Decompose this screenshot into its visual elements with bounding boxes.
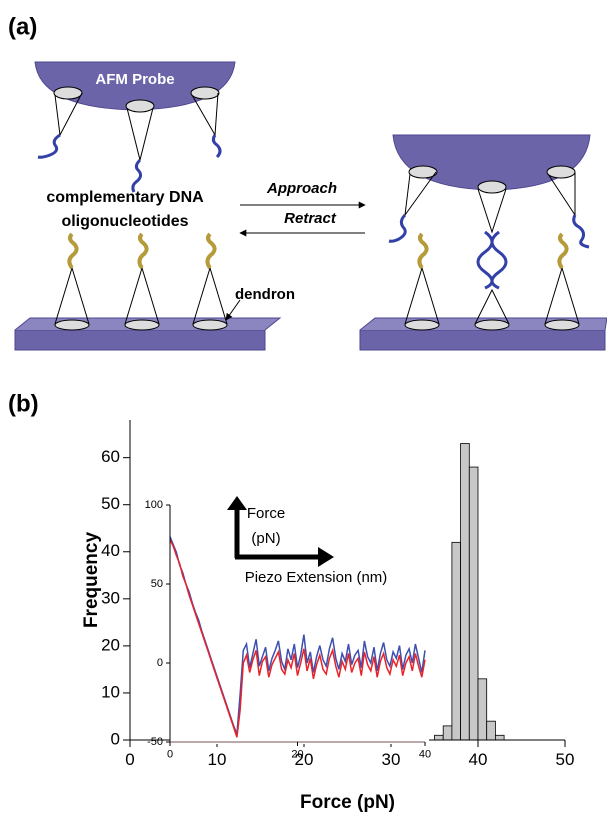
y-tick-label: 20 [101,635,120,654]
y-axis-label: Frequency [81,532,102,629]
dna-label: complementary DNA [46,189,204,206]
dendron-label: dendron [235,286,295,303]
inset-background [170,499,429,744]
retract-label: Retract [284,210,337,227]
x-axis-label: Force (pN) [300,792,395,813]
bar [494,734,505,741]
bar [434,734,444,741]
x-tick-label: 20 [295,750,314,769]
bar [451,541,461,741]
y-tick-label: 30 [101,588,120,607]
y-tick-label: -50 [147,736,163,748]
bar [468,466,479,741]
y-tick-label: 40 [101,541,120,560]
annotation: Force [247,505,285,522]
bar [442,725,453,741]
probe-label: AFM Probe [95,71,174,88]
y-tick-label: 0 [111,729,120,748]
x-tick-label: 40 [469,750,488,769]
bar [486,720,496,741]
x-tick-label: 0 [125,750,134,769]
x-tick-label: 30 [382,750,401,769]
x-tick-label: 20 [291,749,303,761]
y-tick-label: 50 [151,578,163,590]
arrow-head [227,496,247,510]
x-tick-label: 0 [167,749,173,761]
y-tick-label: 10 [101,682,120,701]
panel-label: (b) [8,390,39,417]
approach-label: Approach [266,180,337,197]
y-tick-label: 50 [101,494,120,513]
x-tick-label: 50 [556,750,575,769]
line [169,539,426,738]
bar [477,678,488,741]
arrow-head [318,547,334,567]
x-tick-label: 10 [208,750,227,769]
panel-label: (a) [8,13,37,40]
dna-label: oligonucleotides [61,213,188,230]
bar [460,443,470,741]
right-assembly [359,134,607,351]
y-tick-label: 60 [101,447,120,466]
annotation: (pN) [251,530,280,547]
y-tick-label: 0 [157,657,163,669]
y-tick-label: 100 [145,499,163,511]
annotation: Piezo Extension (nm) [245,569,388,586]
x-tick-label: 40 [419,749,431,761]
left-assembly [14,61,282,351]
